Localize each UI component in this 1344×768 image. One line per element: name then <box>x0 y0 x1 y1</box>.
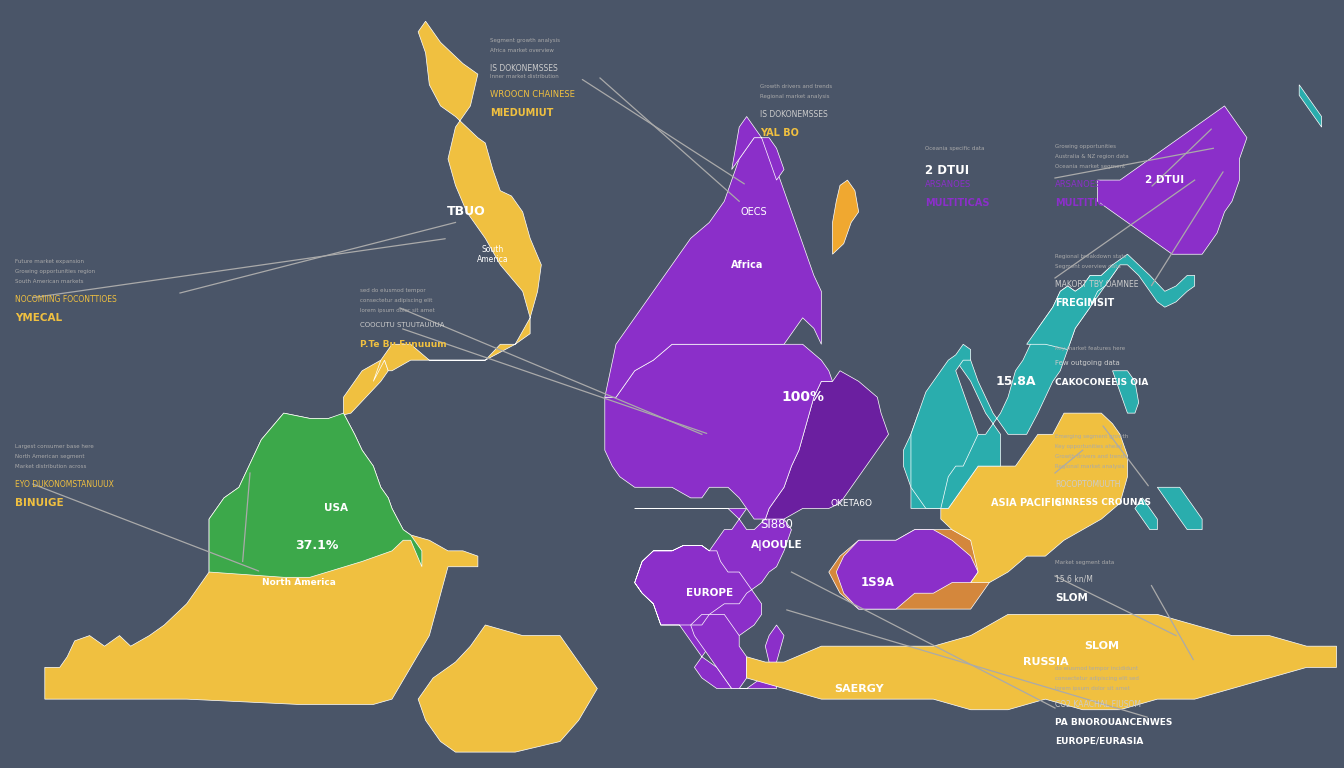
Text: Regional market analysis: Regional market analysis <box>759 94 829 99</box>
Text: TBUO: TBUO <box>448 205 487 218</box>
Text: Growing opportunities: Growing opportunities <box>1055 144 1116 149</box>
Text: sed do eiusmod tempor: sed do eiusmod tempor <box>360 288 426 293</box>
Text: ARSANOES: ARSANOES <box>1055 180 1101 189</box>
Polygon shape <box>747 614 1336 710</box>
Text: Africa: Africa <box>731 260 763 270</box>
Polygon shape <box>829 530 989 609</box>
Polygon shape <box>634 508 792 689</box>
Polygon shape <box>832 180 859 254</box>
Text: BINUIGE: BINUIGE <box>15 498 63 508</box>
Text: Growth drivers and trends: Growth drivers and trends <box>1055 454 1128 459</box>
Text: CO2 KAACHAL FIUSOM: CO2 KAACHAL FIUSOM <box>1055 700 1141 709</box>
Polygon shape <box>1113 371 1138 413</box>
Text: South
America: South America <box>477 244 508 264</box>
Text: Inner market distribution: Inner market distribution <box>491 74 559 79</box>
Text: SLOM: SLOM <box>1055 593 1087 603</box>
Polygon shape <box>1134 498 1157 530</box>
Text: 2 DTUI: 2 DTUI <box>1145 175 1184 185</box>
Text: RUSSIA: RUSSIA <box>1023 657 1068 667</box>
Polygon shape <box>605 137 821 397</box>
Text: FREGIMSIT: FREGIMSIT <box>1055 298 1114 308</box>
Text: EUROPE/EURASIA: EUROPE/EURASIA <box>1055 736 1144 745</box>
Polygon shape <box>903 265 1120 508</box>
Polygon shape <box>911 344 978 508</box>
Polygon shape <box>941 413 1128 583</box>
Text: COOCUTU STUUTAUUUA: COOCUTU STUUTAUUUA <box>360 322 445 328</box>
Text: MULTITICAS: MULTITICAS <box>1055 198 1120 208</box>
Polygon shape <box>1157 487 1202 530</box>
Text: YAL BO: YAL BO <box>759 128 798 138</box>
Text: IS DOKONEMSSES: IS DOKONEMSSES <box>491 64 558 73</box>
Text: IS DOKONEMSSES: IS DOKONEMSSES <box>759 110 828 119</box>
Text: Market distribution across: Market distribution across <box>15 464 86 469</box>
Text: do eiusmod tempor incididunt: do eiusmod tempor incididunt <box>1055 666 1138 671</box>
Text: North America: North America <box>262 578 336 587</box>
Text: MIEDUMIUT: MIEDUMIUT <box>491 108 554 118</box>
Text: lorem ipsum dolor sit amet: lorem ipsum dolor sit amet <box>1055 686 1130 691</box>
Text: ASIA PACIFIC: ASIA PACIFIC <box>992 498 1062 508</box>
Text: Key market features here: Key market features here <box>1055 346 1125 351</box>
Text: SLOM: SLOM <box>1083 641 1118 651</box>
Text: Africa market overview: Africa market overview <box>491 48 554 53</box>
Text: Growth drivers and trends: Growth drivers and trends <box>759 84 832 89</box>
Text: Regional market analysis: Regional market analysis <box>1055 464 1125 469</box>
Text: WROOCN CHAINESE: WROOCN CHAINESE <box>491 90 575 99</box>
Text: SI880: SI880 <box>761 518 793 531</box>
Text: ROCOPTOMUUTH: ROCOPTOMUUTH <box>1055 480 1121 489</box>
Text: 37.1%: 37.1% <box>296 539 339 552</box>
Text: Future market expansion: Future market expansion <box>15 259 83 264</box>
Text: A|OOULE: A|OOULE <box>751 540 802 551</box>
Text: P.Te Bu Funuuum: P.Te Bu Funuuum <box>360 340 446 349</box>
Text: consectetur adipiscing elit: consectetur adipiscing elit <box>360 298 433 303</box>
Polygon shape <box>731 117 784 180</box>
Text: lorem ipsum dolor sit amet: lorem ipsum dolor sit amet <box>360 308 434 313</box>
Polygon shape <box>605 344 832 519</box>
Text: 15.8A: 15.8A <box>995 375 1036 388</box>
Text: YMECAL: YMECAL <box>15 313 62 323</box>
Text: Australia & NZ region data: Australia & NZ region data <box>1055 154 1129 159</box>
Text: South American markets: South American markets <box>15 279 83 284</box>
Text: SINRESS CROUNAS: SINRESS CROUNAS <box>1055 498 1150 507</box>
Text: EUROPE: EUROPE <box>685 588 732 598</box>
Text: Key opportunities ahead: Key opportunities ahead <box>1055 444 1122 449</box>
Text: PA BNOROUANCENWES: PA BNOROUANCENWES <box>1055 718 1172 727</box>
Text: Oceania market segment: Oceania market segment <box>1055 164 1125 169</box>
Text: SAERGY: SAERGY <box>833 684 883 694</box>
Polygon shape <box>374 22 542 382</box>
Polygon shape <box>691 614 747 689</box>
Text: NOCOMIING FOCONTTIOES: NOCOMIING FOCONTTIOES <box>15 295 117 304</box>
Text: OECS: OECS <box>741 207 767 217</box>
Polygon shape <box>1027 254 1195 349</box>
Text: OKETA6O: OKETA6O <box>831 498 872 508</box>
Text: 15.6 kn/M: 15.6 kn/M <box>1055 575 1093 584</box>
Text: ARSANOES: ARSANOES <box>925 180 972 189</box>
Text: 2 DTUI: 2 DTUI <box>925 164 969 177</box>
Text: EYO DUKONOMSTANUUUX: EYO DUKONOMSTANUUUX <box>15 480 114 489</box>
Text: MAKORT TBY OAMNEE: MAKORT TBY OAMNEE <box>1055 280 1138 289</box>
Text: Emerging segment growth: Emerging segment growth <box>1055 434 1128 439</box>
Text: Segment growth analysis: Segment growth analysis <box>491 38 560 43</box>
Text: Market segment data: Market segment data <box>1055 560 1114 565</box>
Text: USA: USA <box>324 504 348 514</box>
Text: Growing opportunities region: Growing opportunities region <box>15 269 95 274</box>
Polygon shape <box>44 360 478 704</box>
Text: Regional breakdown stats: Regional breakdown stats <box>1055 254 1126 259</box>
Text: Few outgoing data: Few outgoing data <box>1055 360 1120 366</box>
Text: 1S9A: 1S9A <box>860 576 894 589</box>
Polygon shape <box>1098 106 1247 254</box>
Text: 100%: 100% <box>781 390 824 404</box>
Polygon shape <box>836 530 978 609</box>
Text: MULTITICAS: MULTITICAS <box>925 198 989 208</box>
Text: North American segment: North American segment <box>15 454 85 459</box>
Polygon shape <box>210 413 422 578</box>
Text: Segment overview data: Segment overview data <box>1055 264 1121 269</box>
Polygon shape <box>1300 84 1321 127</box>
Text: CAKOCONEEIS OIA: CAKOCONEEIS OIA <box>1055 378 1148 387</box>
Text: Oceania specific data: Oceania specific data <box>925 146 985 151</box>
Polygon shape <box>765 371 888 519</box>
Polygon shape <box>418 625 597 752</box>
Text: Largest consumer base here: Largest consumer base here <box>15 444 94 449</box>
Text: consectetur adipiscing elit sed: consectetur adipiscing elit sed <box>1055 676 1138 681</box>
